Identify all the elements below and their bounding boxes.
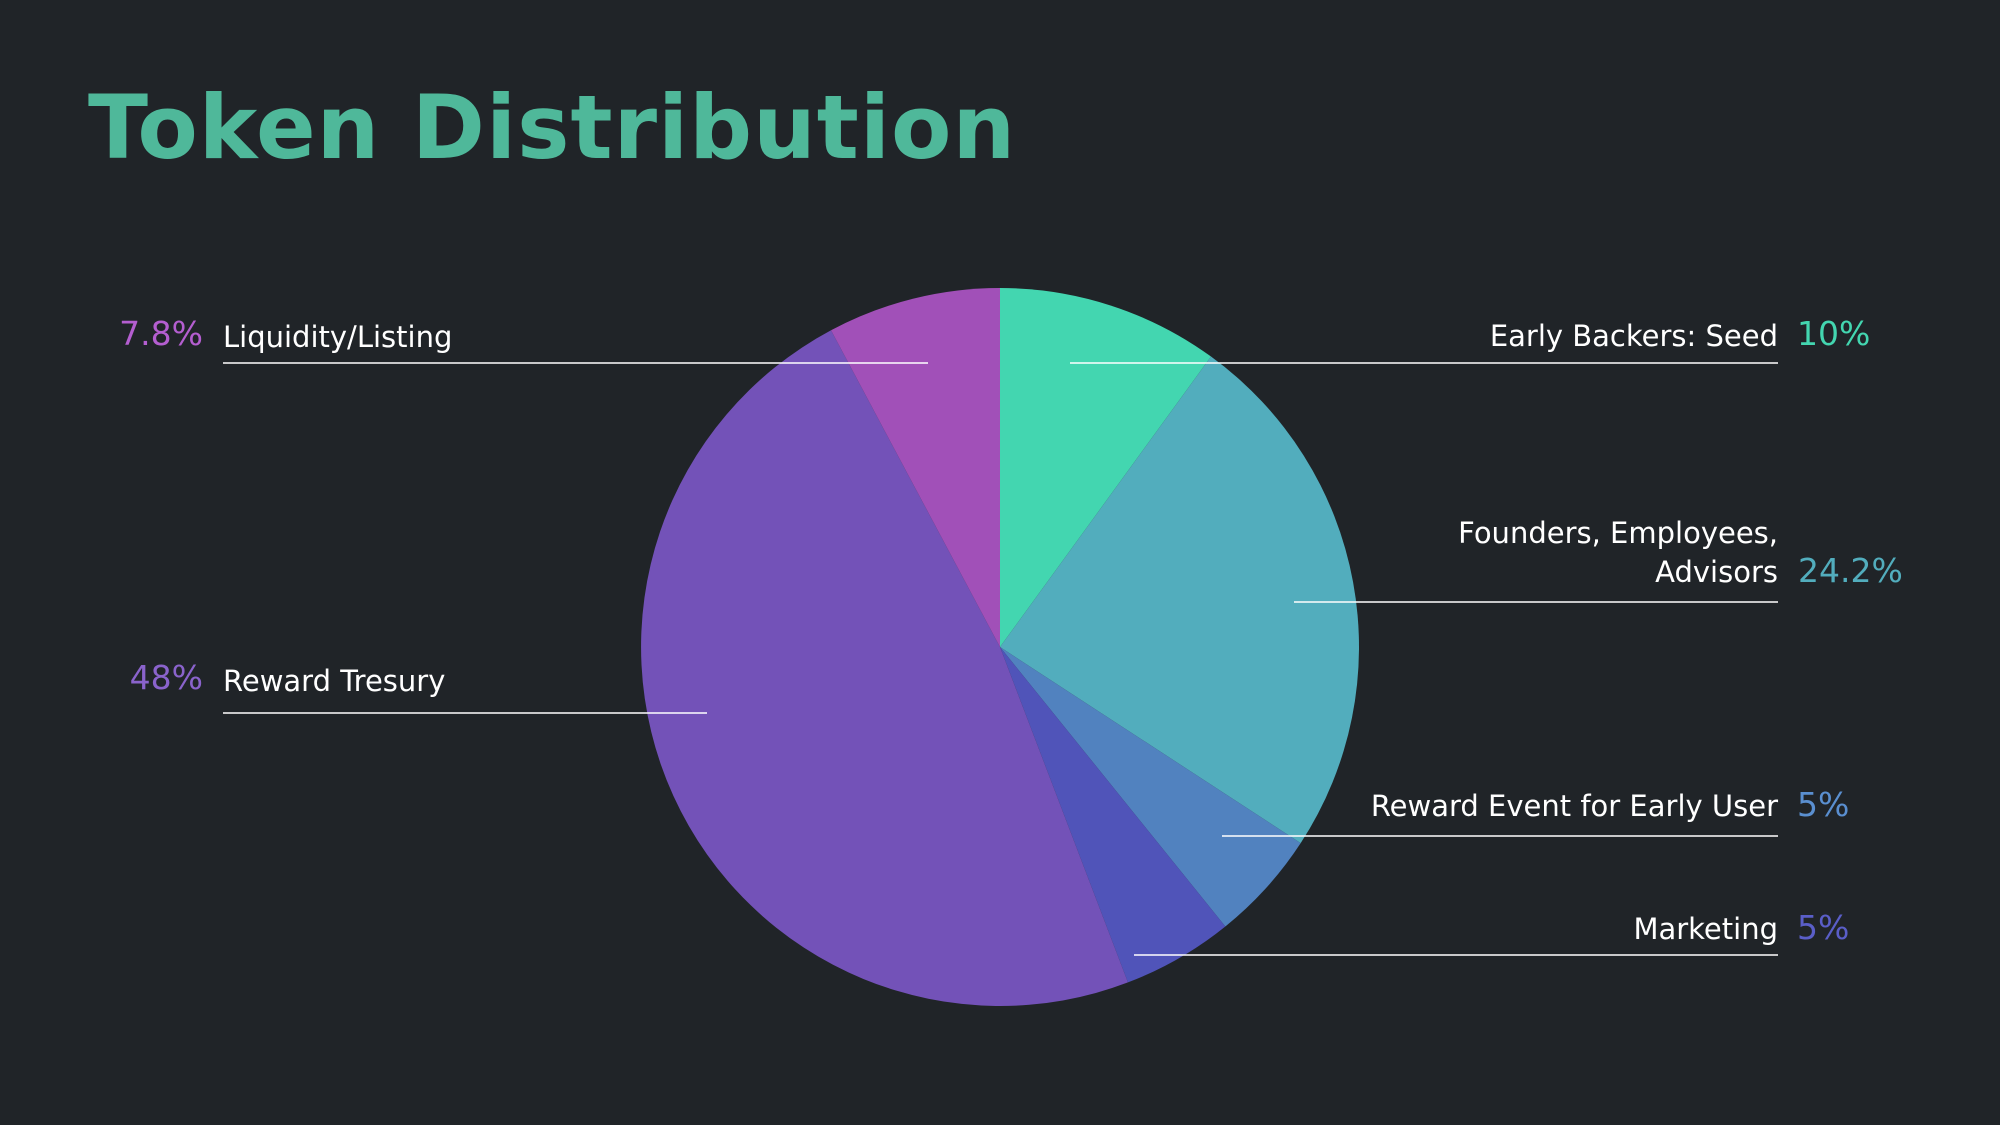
slice-label-line: Advisors	[1655, 555, 1778, 589]
pie-slice-founders-employees-advisors	[1000, 356, 1359, 844]
slice-label-line: Early Backers: Seed	[1489, 319, 1778, 353]
pie-slice-marketing	[1000, 647, 1226, 983]
slice-percent-liquidity-listing: 7.8%	[119, 314, 203, 353]
pie-slice-reward-tresury	[641, 330, 1128, 1006]
slice-percent-founders-employees-advisors: 24.2%	[1798, 551, 1903, 590]
slice-percent-early-backers-seed: 10%	[1797, 314, 1871, 353]
slice-label-marketing: Marketing	[1633, 910, 1778, 949]
slice-label-line: Liquidity/Listing	[223, 320, 453, 354]
slice-label-line: Reward Tresury	[223, 664, 446, 698]
slice-label-line: Reward Event for Early User	[1370, 789, 1778, 823]
pie-slice-early-backers-seed	[1000, 288, 1212, 647]
slice-label-line: Marketing	[1633, 912, 1778, 946]
slice-label-founders-employees-advisors: Founders, Employees, Advisors	[1458, 514, 1778, 592]
slice-label-liquidity-listing: Liquidity/Listing	[223, 318, 452, 357]
slice-label-reward-event-for-early-user: Reward Event for Early User	[1371, 787, 1778, 826]
slice-percent-reward-event-for-early-user: 5%	[1797, 785, 1850, 824]
slice-label-reward-tresury: Reward Tresury	[223, 662, 445, 701]
slice-label-line: Founders, Employees,	[1458, 516, 1778, 550]
slice-percent-reward-tresury: 48%	[129, 658, 203, 697]
pie-slice-reward-event-for-early-user	[1000, 647, 1301, 927]
chart-title: Token Distribution	[88, 76, 1017, 179]
slice-label-early-backers-seed: Early Backers: Seed	[1490, 317, 1778, 356]
slice-percent-marketing: 5%	[1797, 908, 1850, 947]
pie-slice-liquidity-listing	[831, 288, 1000, 647]
